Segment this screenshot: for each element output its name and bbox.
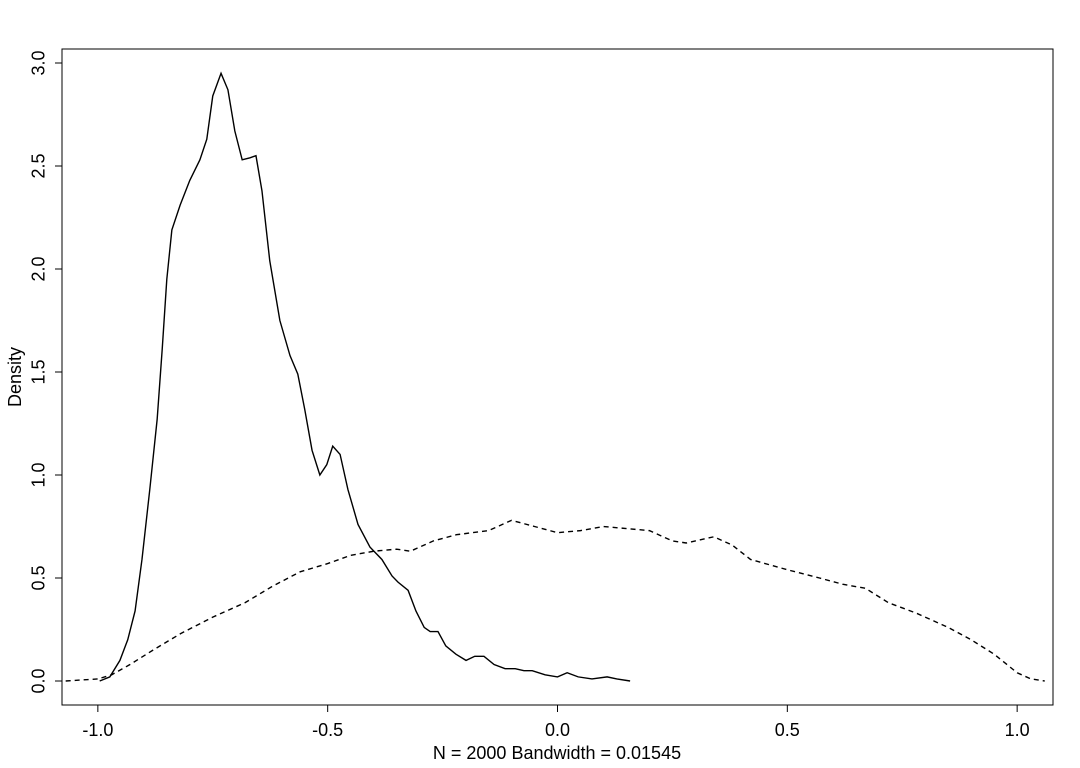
density-line	[99, 71, 631, 682]
y-tick-label: 3.0	[29, 50, 49, 75]
plot-frame	[61, 48, 1054, 706]
y-tick-label: 2.0	[29, 256, 49, 281]
y-tick-label: 2.5	[29, 153, 49, 178]
x-tick-label: 0.5	[775, 720, 800, 740]
x-tick-label: -1.0	[82, 720, 113, 740]
y-tick-label: 1.0	[29, 462, 49, 487]
y-tick-label: 0.5	[29, 565, 49, 590]
y-axis-label: Density	[5, 347, 25, 407]
y-tick-label: 1.5	[29, 359, 49, 384]
x-tick-label: -0.5	[312, 720, 343, 740]
x-tick-label: 1.0	[1005, 720, 1030, 740]
density-line	[65, 519, 1045, 682]
y-tick-label: 0.0	[29, 668, 49, 693]
x-tick-label: 0.0	[545, 720, 570, 740]
x-axis-label: N = 2000 Bandwidth = 0.01545	[433, 743, 681, 763]
